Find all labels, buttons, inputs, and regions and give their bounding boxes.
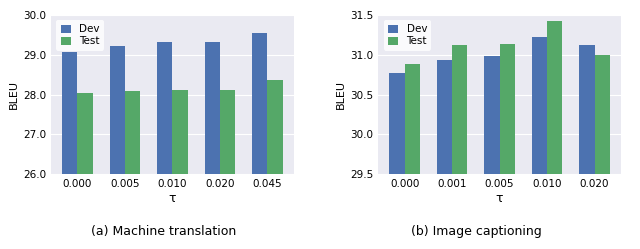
Bar <box>389 73 404 249</box>
Bar <box>205 42 220 249</box>
Legend: Dev, Test: Dev, Test <box>56 20 104 51</box>
Bar <box>484 56 500 249</box>
Y-axis label: BLEU: BLEU <box>336 80 346 109</box>
Y-axis label: BLEU: BLEU <box>9 80 19 109</box>
Bar <box>404 64 420 249</box>
Bar <box>252 33 268 249</box>
Legend: Dev, Test: Dev, Test <box>383 20 431 51</box>
Bar <box>268 80 283 249</box>
Bar <box>220 90 235 249</box>
Bar <box>62 52 77 249</box>
Text: (b) Image captioning: (b) Image captioning <box>412 225 542 238</box>
Bar <box>547 21 563 249</box>
Bar <box>172 90 188 249</box>
Bar <box>437 60 452 249</box>
Bar <box>452 45 467 249</box>
Bar <box>500 44 515 249</box>
X-axis label: τ: τ <box>496 192 503 205</box>
Bar <box>77 93 93 249</box>
Bar <box>125 91 140 249</box>
Bar <box>157 42 172 249</box>
Bar <box>579 45 595 249</box>
X-axis label: τ: τ <box>169 192 176 205</box>
Bar <box>595 55 610 249</box>
Text: (a) Machine translation: (a) Machine translation <box>91 225 236 238</box>
Bar <box>109 46 125 249</box>
Bar <box>532 37 547 249</box>
